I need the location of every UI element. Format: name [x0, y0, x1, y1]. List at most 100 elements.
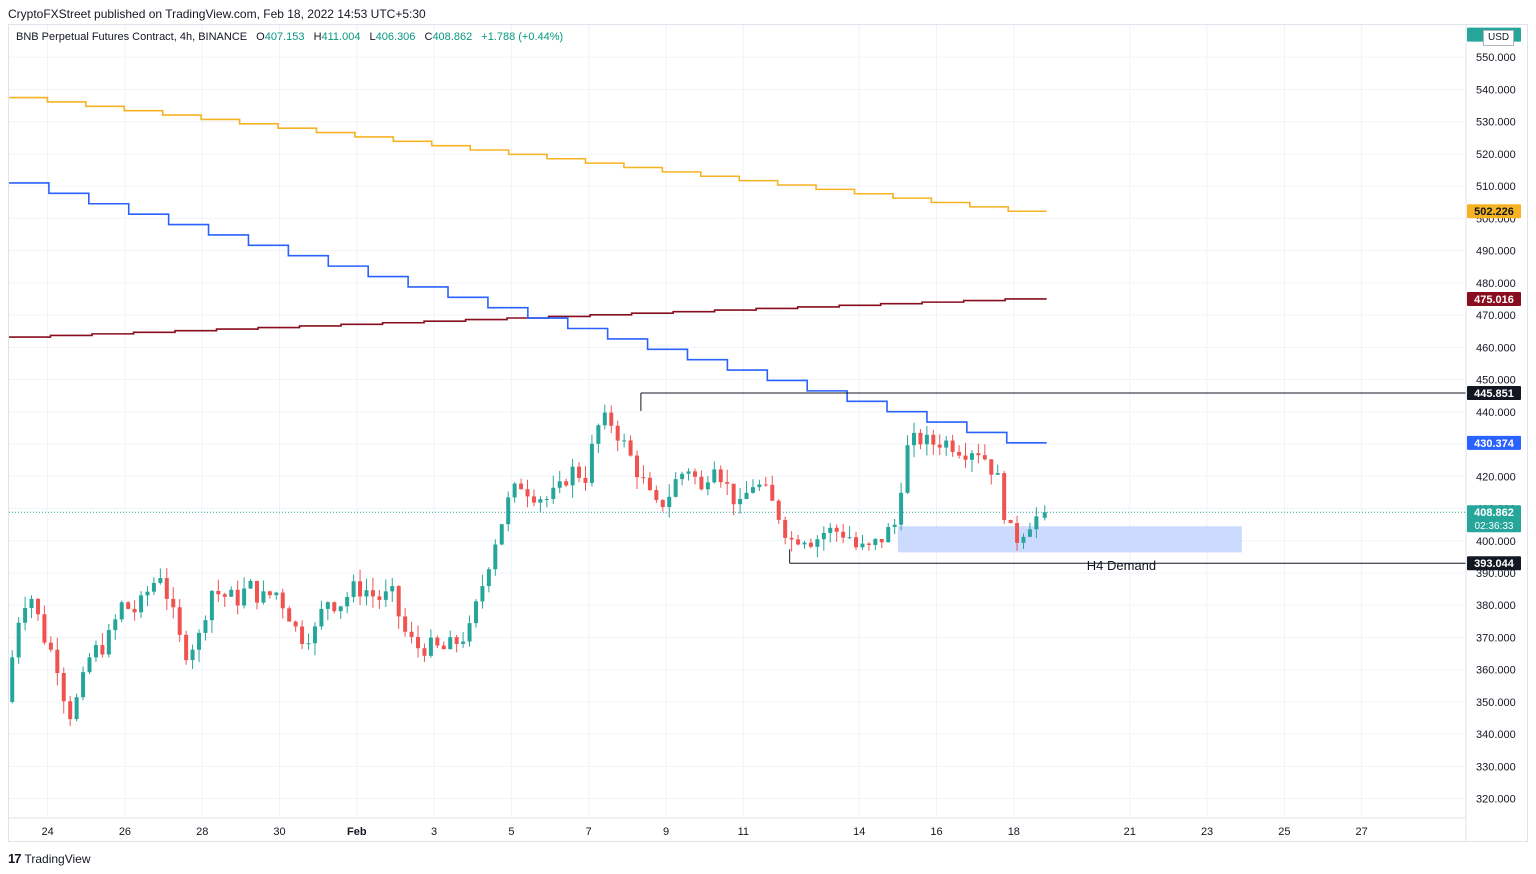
- candle-body: [267, 591, 272, 596]
- currency-badge[interactable]: USD: [1483, 30, 1515, 46]
- candle-body: [1008, 520, 1013, 524]
- candle-body: [957, 451, 962, 456]
- candle-body: [403, 616, 408, 632]
- publisher-credit: CryptoFXStreet published on TradingView.…: [8, 7, 426, 21]
- low-label: L: [369, 31, 376, 43]
- candle-body: [647, 477, 652, 491]
- tag-ma-blue-bg: [1467, 435, 1521, 450]
- y-tick-label: 360.000: [1476, 665, 1516, 677]
- x-tick-label: 16: [930, 826, 942, 838]
- candle-body: [570, 466, 575, 486]
- candle-body: [10, 657, 15, 702]
- candle-body: [686, 471, 691, 474]
- candle-body: [158, 578, 163, 583]
- candle-body: [145, 591, 150, 596]
- x-tick-label: Feb: [347, 826, 367, 838]
- candle-body: [847, 537, 852, 539]
- candle-body: [209, 590, 214, 621]
- candle-body: [242, 588, 247, 606]
- candle-body: [564, 481, 569, 486]
- candle-body: [42, 614, 47, 643]
- candle-body: [899, 492, 904, 525]
- candle-body: [222, 594, 227, 597]
- tag-swing-high: 445.851: [1474, 388, 1514, 400]
- tag-last-price: 408.862: [1474, 507, 1514, 519]
- candle-body: [660, 499, 665, 508]
- candle-body: [1021, 536, 1026, 543]
- candle-body: [164, 578, 169, 599]
- price-axis: 550.000540.000530.000520.000510.000500.0…: [1465, 25, 1516, 842]
- demand-zone-label: H4 Demand: [1087, 558, 1156, 573]
- candle-body: [821, 532, 826, 540]
- candle-body: [480, 586, 485, 602]
- candle-body: [190, 649, 195, 661]
- symbol-title: BNB Perpetual Futures Contract, 4h, BINA…: [16, 31, 248, 43]
- candle-body: [886, 527, 891, 543]
- y-tick-label: 420.000: [1476, 471, 1516, 483]
- y-tick-label: 550.000: [1476, 52, 1516, 64]
- candle-body: [132, 608, 137, 613]
- candle-body: [699, 476, 704, 490]
- candle-body: [892, 524, 897, 528]
- y-tick-label: 450.000: [1476, 375, 1516, 387]
- tag-ma-blue: 430.374: [1474, 438, 1515, 450]
- x-tick-label: 21: [1124, 826, 1136, 838]
- candle-body: [197, 632, 202, 650]
- tradingview-logo[interactable]: 17 TradingView: [8, 851, 91, 866]
- candle-body: [680, 473, 685, 480]
- candle-body: [860, 543, 865, 548]
- y-tick-label: 490.000: [1476, 246, 1516, 258]
- candle-body: [312, 626, 317, 644]
- tradingview-logo-icon: 17: [8, 851, 22, 866]
- candle-body: [796, 539, 801, 545]
- candle-body: [23, 608, 28, 623]
- candle-body: [119, 602, 124, 620]
- candle-body: [1034, 516, 1039, 530]
- candle-body: [235, 589, 240, 606]
- candle-body: [905, 445, 910, 493]
- candle-body: [396, 586, 401, 617]
- candle-body: [635, 455, 640, 478]
- candle-body: [815, 539, 820, 547]
- tag-ma-maroon: 475.016: [1474, 294, 1514, 306]
- candle-body: [454, 637, 459, 644]
- y-tick-label: 520.000: [1476, 149, 1516, 161]
- candle-body: [248, 580, 253, 589]
- candle-body: [351, 581, 356, 598]
- x-tick-label: 28: [196, 826, 208, 838]
- candle-body: [873, 539, 878, 545]
- x-tick-label: 30: [273, 826, 285, 838]
- candle-body: [100, 645, 105, 655]
- candle-body: [287, 608, 292, 622]
- candle-body: [776, 500, 781, 520]
- candle-body: [802, 542, 807, 545]
- candle-body: [944, 440, 949, 448]
- candle-body: [705, 482, 710, 490]
- candle-body: [731, 483, 736, 505]
- tag-swing-low: 393.044: [1474, 558, 1515, 570]
- candle-body: [828, 527, 833, 533]
- y-tick-label: 480.000: [1476, 278, 1516, 290]
- candle-body: [74, 697, 79, 720]
- candle-body: [35, 598, 40, 615]
- x-tick-label: 9: [663, 826, 669, 838]
- candle-body: [757, 484, 762, 488]
- candle-body: [81, 672, 86, 698]
- symbol-legend[interactable]: BNB Perpetual Futures Contract, 4h, BINA…: [16, 31, 569, 43]
- candle-body: [151, 582, 156, 592]
- candle-body: [390, 586, 395, 592]
- candle-body: [615, 425, 620, 441]
- candle-body: [538, 499, 543, 503]
- x-tick-label: 7: [586, 826, 592, 838]
- x-tick-label: 14: [853, 826, 865, 838]
- candle-body: [577, 466, 582, 478]
- high-value: 411.004: [321, 31, 361, 43]
- tag-ma-orange-bg: [1467, 204, 1521, 219]
- candle-body: [1027, 529, 1032, 537]
- candle-body: [486, 569, 491, 587]
- candle-body: [93, 645, 98, 658]
- candle-body: [383, 591, 388, 600]
- y-tick-label: 320.000: [1476, 794, 1516, 806]
- tag-swing-low-bg: [1467, 556, 1521, 571]
